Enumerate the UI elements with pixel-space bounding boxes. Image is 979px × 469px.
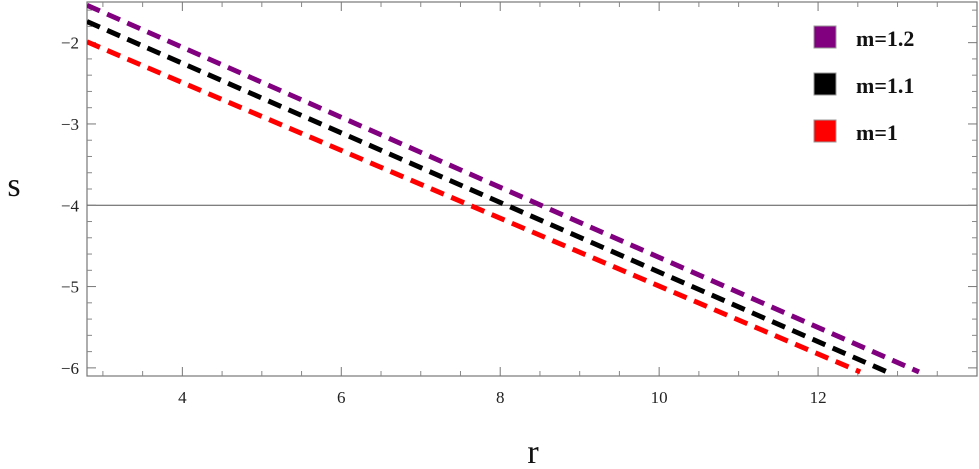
series-line-m=1	[87, 39, 862, 375]
plot-frame	[86, 1, 978, 377]
legend-label: m=1	[856, 120, 898, 145]
y-tick-label: −4	[61, 196, 80, 215]
y-tick-label: −2	[61, 34, 79, 53]
legend-swatch	[813, 119, 837, 143]
x-axis-title: r	[527, 434, 539, 469]
legend-swatch	[813, 72, 837, 96]
x-tick-label: 8	[496, 388, 505, 407]
x-tick-label: 12	[810, 388, 827, 407]
x-tick-label: 6	[337, 388, 346, 407]
y-tick-label: −3	[61, 115, 79, 134]
legend-label: m=1.2	[856, 26, 914, 51]
y-tick-label: −5	[61, 278, 79, 297]
y-axis-title: s	[7, 167, 20, 204]
x-tick-label: 10	[651, 388, 668, 407]
y-tick-label: −6	[61, 359, 79, 378]
legend-swatch	[813, 25, 837, 49]
x-tick-label: 4	[178, 388, 187, 407]
legend-label: m=1.1	[856, 73, 914, 98]
legend: m=1.2 m=1.1 m=1	[813, 25, 914, 145]
series-line-m=1.1	[87, 19, 889, 375]
series-line-m=1.2	[87, 2, 920, 375]
